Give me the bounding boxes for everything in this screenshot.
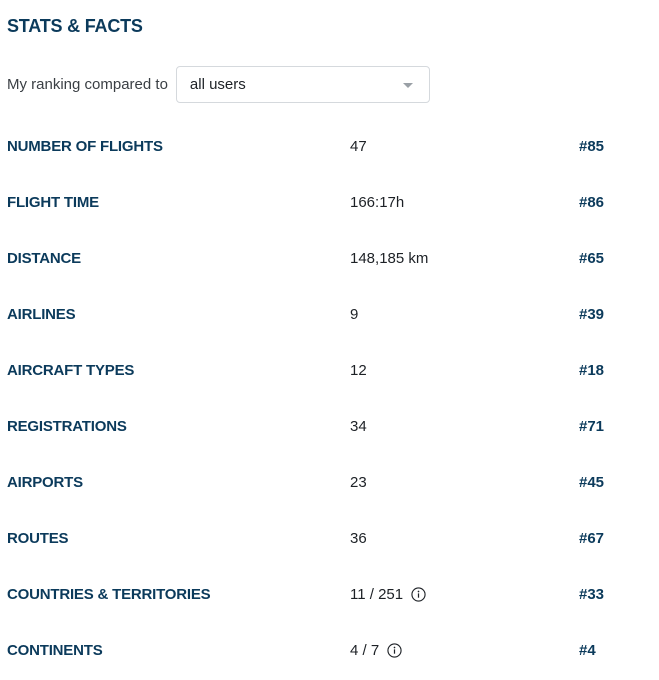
stat-rank: #71 [579,418,605,435]
ranking-compare-select[interactable]: all users [175,66,430,103]
stat-value: 12 [350,362,367,379]
stats-list: NUMBER OF FLIGHTS 47 #85 FLIGHT TIME 166:17h… [0,120,659,680]
stat-row: AIRPORTS 23 #45 [0,456,659,512]
ranking-compare-selected-value: all users [189,76,246,93]
stat-value: 47 [350,138,367,155]
info-icon[interactable] [411,587,426,602]
stat-rank: #4 [579,642,596,659]
stat-value-text: 47 [350,138,367,155]
stat-value: 23 [350,474,367,491]
chevron-down-icon [402,83,413,88]
stat-row: COUNTRIES & TERRITORIES 11 / 251 #33 [0,568,659,624]
stat-value-text: 11 / 251 [350,586,404,603]
stat-value: 9 [350,306,358,323]
stat-value-text: 4 / 7 [350,642,380,659]
stat-value-text: 36 [350,530,367,547]
stat-value: 166:17h [350,194,404,211]
stat-row: ROUTES 36 #67 [0,512,659,568]
stat-label: NUMBER OF FLIGHTS [7,138,163,155]
section-title: STATS & FACTS [7,16,143,36]
info-icon[interactable] [387,643,402,658]
stat-value-text: 148,185 km [350,250,429,267]
stat-value-text: 166:17h [350,194,405,211]
stat-rank: #18 [579,362,605,379]
stat-label: COUNTRIES & TERRITORIES [7,586,211,603]
stat-value: 4 / 7 [350,642,402,659]
stat-rank: #67 [579,530,605,547]
ranking-compare-row: My ranking compared to all users [7,66,430,103]
stat-value: 34 [350,418,367,435]
stat-row: CONTINENTS 4 / 7 #4 [0,624,659,680]
stat-label: DISTANCE [7,250,81,267]
stat-rank: #85 [579,138,605,155]
stat-rank: #45 [579,474,605,491]
stat-label: ROUTES [7,530,69,547]
stat-rank: #65 [579,250,605,267]
stat-label: CONTINENTS [7,642,103,659]
ranking-compare-label: My ranking compared to [7,76,168,93]
stat-value-text: 34 [350,418,367,435]
stat-row: NUMBER OF FLIGHTS 47 #85 [0,120,659,176]
stat-label: AIRCRAFT TYPES [7,362,135,379]
stat-row: AIRCRAFT TYPES 12 #18 [0,344,659,400]
stat-rank: #39 [579,306,605,323]
stat-rank: #86 [579,194,605,211]
stat-label: AIRPORTS [7,474,83,491]
stat-label: FLIGHT TIME [7,194,99,211]
stat-value: 36 [350,530,367,547]
stat-value: 148,185 km [350,250,428,267]
stat-row: REGISTRATIONS 34 #71 [0,400,659,456]
stat-label: AIRLINES [7,306,76,323]
stat-value: 11 / 251 [350,586,426,603]
stat-value-text: 9 [350,306,359,323]
stat-value-text: 12 [350,362,367,379]
stat-row: FLIGHT TIME 166:17h #86 [0,176,659,232]
stat-row: AIRLINES 9 #39 [0,288,659,344]
stat-label: REGISTRATIONS [7,418,127,435]
stat-rank: #33 [579,586,605,603]
stat-row: DISTANCE 148,185 km #65 [0,232,659,288]
stat-value-text: 23 [350,474,367,491]
